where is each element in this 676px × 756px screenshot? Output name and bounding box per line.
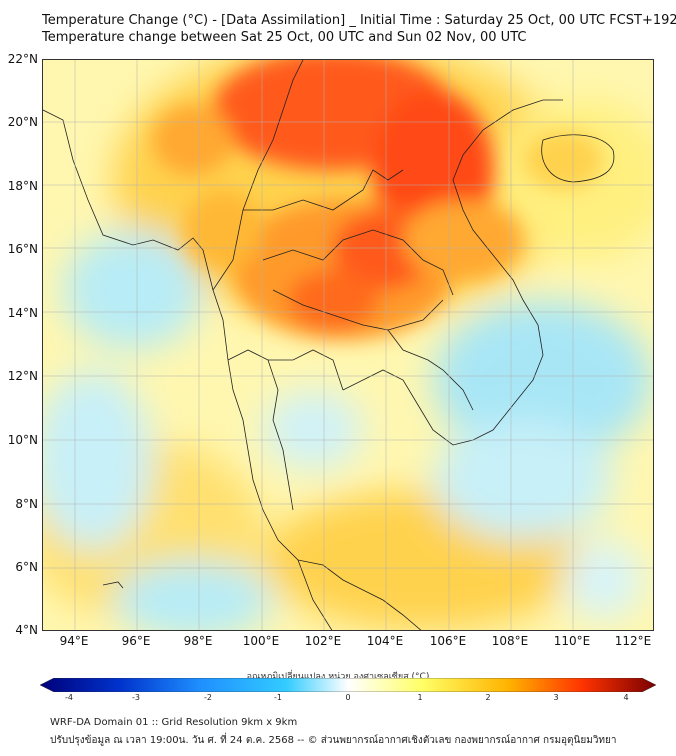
lon-label: 112°E bbox=[614, 634, 652, 648]
lon-label: 98°E bbox=[183, 634, 213, 648]
colorbar-tick: -4 bbox=[65, 693, 73, 702]
colorbar-tick: -2 bbox=[204, 693, 212, 702]
lon-label: 104°E bbox=[366, 634, 404, 648]
lon-label: 102°E bbox=[304, 634, 342, 648]
lat-label: 22°N bbox=[7, 52, 38, 66]
colorbar-tick: 3 bbox=[553, 693, 559, 702]
title-line-1: Temperature Change (°C) - [Data Assimila… bbox=[42, 13, 676, 28]
colorbar-tick: 4 bbox=[623, 693, 629, 702]
lat-label: 10°N bbox=[7, 433, 38, 447]
colorbar-gradient bbox=[40, 678, 656, 692]
title-line-2: Temperature change between Sat 25 Oct, 0… bbox=[42, 30, 527, 45]
colorbar-tick: -3 bbox=[132, 693, 140, 702]
lon-label: 106°E bbox=[429, 634, 467, 648]
colorbar-tick: 2 bbox=[485, 693, 491, 702]
footer-line-1: WRF-DA Domain 01 :: Grid Resolution 9km … bbox=[50, 717, 298, 728]
lat-label: 8°N bbox=[15, 497, 38, 511]
coastlines-and-borders bbox=[43, 60, 615, 630]
colorbar-title: อุณหภูมิเปลี่ยนแปลง หน่วย องศาเซลเซียส (… bbox=[246, 672, 430, 682]
footer-line-2: ปรับปรุงข้อมูล ณ เวลา 19:00น. วัน ศ. ที่… bbox=[50, 735, 617, 746]
map-title: Temperature Change (°C) - [Data Assimila… bbox=[42, 12, 676, 46]
colorbar bbox=[40, 678, 656, 692]
grid-lines bbox=[43, 60, 653, 630]
temperature-map[interactable] bbox=[42, 59, 654, 631]
colorbar-tick: -1 bbox=[274, 693, 282, 702]
colorbar-tick: 0 bbox=[345, 693, 351, 702]
lat-label: 14°N bbox=[7, 306, 38, 320]
lon-label: 100°E bbox=[242, 634, 280, 648]
lon-label: 108°E bbox=[491, 634, 529, 648]
lat-label: 16°N bbox=[7, 242, 38, 256]
lat-label: 6°N bbox=[15, 560, 38, 574]
lon-label: 110°E bbox=[553, 634, 591, 648]
map-canvas bbox=[43, 60, 653, 630]
lat-label: 4°N bbox=[15, 623, 38, 637]
lon-label: 94°E bbox=[59, 634, 89, 648]
lat-label: 12°N bbox=[7, 369, 38, 383]
lat-label: 20°N bbox=[7, 115, 38, 129]
lat-label: 18°N bbox=[7, 179, 38, 193]
lon-label: 96°E bbox=[121, 634, 151, 648]
colorbar-tick: 1 bbox=[417, 693, 423, 702]
